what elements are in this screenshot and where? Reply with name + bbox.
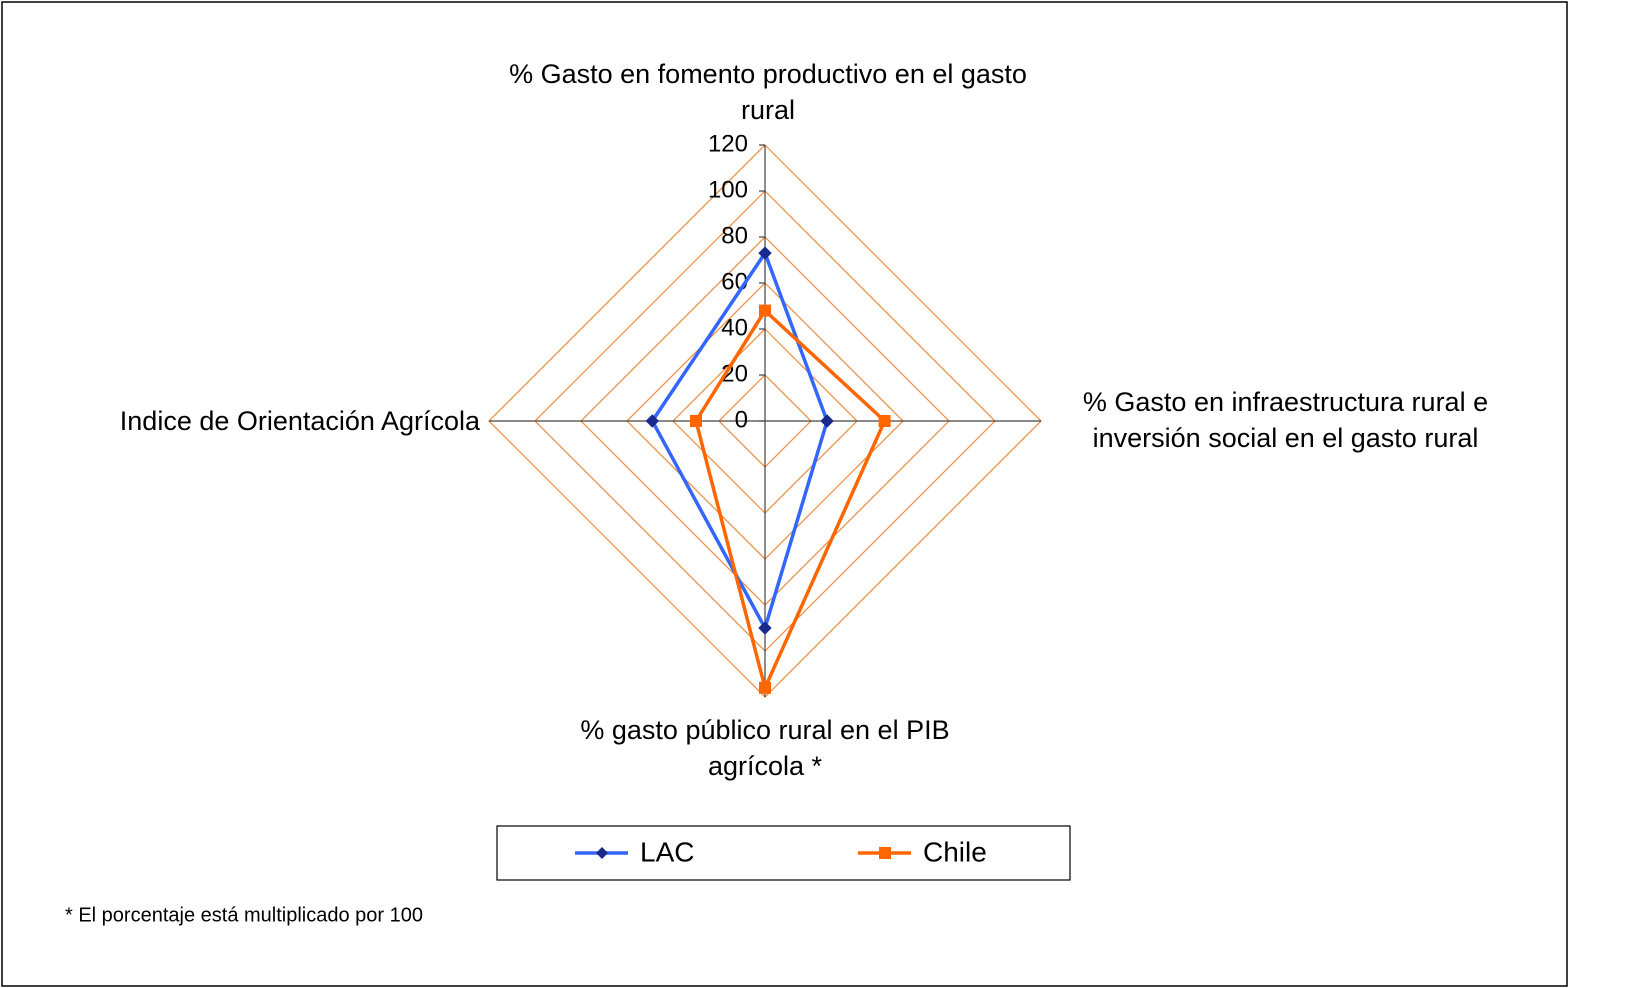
series-line [650,249,829,633]
marker [645,414,660,428]
legend-label: LAC [640,836,694,867]
footnote: * El porcentaje está multiplicado por 10… [65,904,423,926]
axis-category-label: % Gasto en infraestructura rural e inver… [1082,387,1489,453]
axis-category-label: % gasto público rural en el PIB agrícola… [580,715,950,781]
marker [820,414,834,428]
r-tick-label: 100 [708,176,748,203]
r-tick-label: 120 [708,130,748,157]
chart-frame [1,1,1568,987]
marker [758,246,772,260]
marker [759,681,771,694]
marker [759,304,771,317]
r-tick-label: 60 [721,268,748,295]
r-tick-label: 40 [721,314,748,341]
marker [758,621,772,635]
r-tick-label: 0 [735,406,748,433]
legend-marker [596,847,608,859]
marker [878,415,891,427]
axis-category-label: % Gasto en fomento productivo en el gast… [509,59,1027,125]
marker [690,415,702,427]
axis-category-label: Indice de Orientación Agrícola [119,406,480,436]
legend-label: Chile [923,836,987,867]
legend-marker [879,847,891,859]
r-tick-label: 80 [721,222,748,249]
